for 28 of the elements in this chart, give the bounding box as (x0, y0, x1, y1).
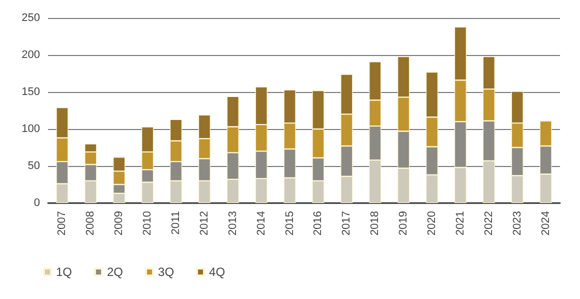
y-tick-label: 100 (22, 123, 40, 135)
x-tick-label: 2017 (340, 211, 353, 236)
x-tick-label: 2024 (540, 211, 552, 236)
x-tick-label: 2018 (369, 211, 382, 236)
x-tick-label: 2012 (198, 211, 210, 236)
x-tick-label: 2008 (84, 211, 97, 236)
x-tick-label: 2010 (142, 211, 154, 236)
y-tick-label: 200 (22, 49, 40, 61)
x-tick-label: 2022 (482, 211, 495, 236)
legend-label: 3Q (158, 265, 174, 279)
legend-label: 1Q (56, 265, 72, 279)
x-tick-label: 2007 (56, 211, 68, 236)
x-tick-label: 2020 (426, 211, 438, 236)
legend-label: 2Q (107, 265, 124, 279)
x-tick-label: 2019 (398, 211, 410, 236)
y-tick-label: 50 (28, 160, 40, 172)
y-tick-label: 150 (22, 86, 40, 98)
x-tick-label: 2009 (113, 211, 126, 236)
x-tick-label: 2023 (511, 211, 524, 236)
x-tick-label: 2013 (226, 211, 239, 236)
y-tick-label: 250 (22, 12, 40, 24)
legend-label: 4Q (209, 265, 226, 279)
x-tick-label: 2011 (170, 211, 182, 235)
x-tick-label: 2021 (454, 211, 466, 236)
y-tick-label: 0 (34, 197, 40, 209)
x-tick-label: 2015 (284, 211, 296, 236)
x-tick-label: 2016 (312, 211, 324, 236)
x-tick-label: 2014 (255, 211, 268, 236)
